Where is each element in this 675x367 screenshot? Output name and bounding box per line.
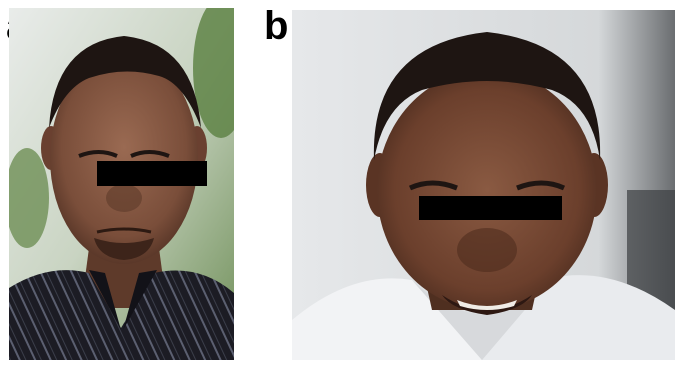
panel-label-b: b bbox=[264, 4, 289, 48]
panel-a-censor-bar bbox=[97, 161, 207, 186]
panel-b-photo bbox=[292, 10, 675, 360]
panel-b-censor-bar bbox=[419, 196, 562, 220]
panel-a-photo bbox=[9, 8, 234, 360]
